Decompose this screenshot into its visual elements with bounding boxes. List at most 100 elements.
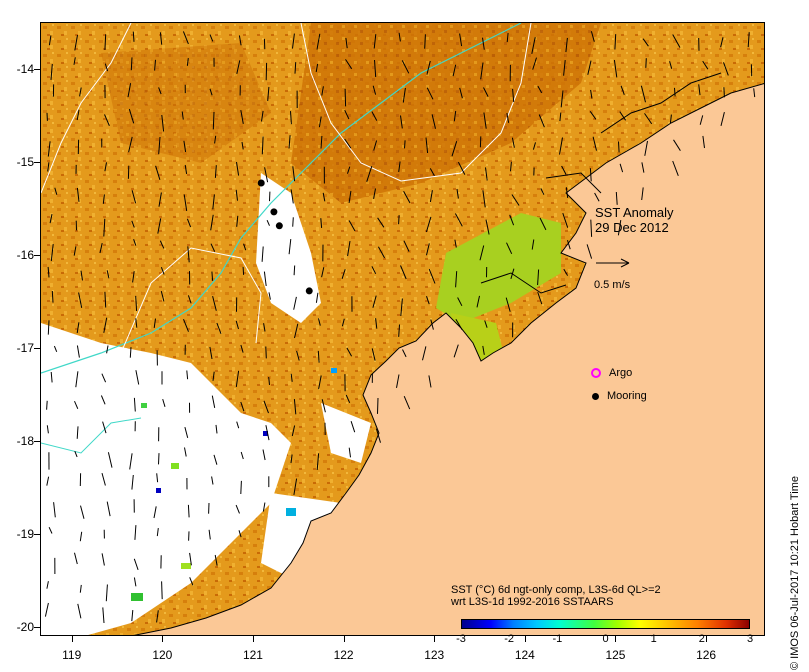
current-vector bbox=[267, 86, 270, 101]
current-vector bbox=[290, 373, 293, 382]
current-vector bbox=[158, 192, 162, 207]
current-vector bbox=[184, 447, 187, 457]
current-vector bbox=[321, 86, 324, 96]
lat-tick-mark bbox=[34, 626, 40, 628]
current-vector bbox=[506, 242, 513, 255]
colorbar-tick-label: -2 bbox=[504, 633, 515, 645]
current-vector bbox=[430, 319, 434, 330]
current-vector bbox=[101, 472, 106, 486]
current-vector bbox=[509, 214, 515, 226]
current-vector bbox=[262, 502, 266, 512]
current-vector bbox=[236, 60, 241, 75]
current-vector bbox=[619, 111, 627, 121]
current-vector bbox=[375, 318, 378, 329]
lat-tick-label: -15 bbox=[16, 154, 34, 169]
current-vector bbox=[537, 291, 543, 305]
current-vector bbox=[453, 344, 459, 358]
legend-argo: Argo bbox=[591, 367, 632, 379]
current-vector bbox=[211, 476, 214, 485]
lon-tick-label: 119 bbox=[62, 648, 82, 662]
current-vector bbox=[189, 552, 192, 566]
current-vector bbox=[104, 34, 107, 51]
current-vector bbox=[102, 607, 105, 624]
current-vector bbox=[291, 425, 296, 437]
current-vector bbox=[128, 108, 135, 124]
current-vector bbox=[75, 371, 79, 388]
current-vector bbox=[236, 161, 240, 176]
current-vector bbox=[398, 32, 401, 42]
current-vector bbox=[400, 298, 403, 317]
current-vector bbox=[401, 60, 410, 74]
current-vector bbox=[215, 424, 218, 434]
current-vector bbox=[318, 375, 322, 390]
current-vector bbox=[47, 162, 50, 172]
current-vector bbox=[184, 426, 189, 439]
current-vector bbox=[104, 114, 110, 126]
current-vector bbox=[242, 266, 245, 275]
current-vector bbox=[156, 610, 159, 623]
current-vector bbox=[674, 87, 676, 97]
current-vector bbox=[506, 112, 510, 123]
colorbar-title-line1: SST (°C) 6d ngt-only comp, L3S-6d QL>=2 bbox=[451, 584, 661, 596]
current-vector bbox=[158, 136, 161, 155]
current-vector bbox=[132, 271, 135, 283]
current-vector bbox=[350, 421, 356, 433]
current-vector bbox=[425, 137, 429, 154]
current-vector bbox=[589, 168, 592, 182]
current-vector bbox=[240, 344, 244, 353]
mooring-marker bbox=[270, 208, 278, 216]
current-vector bbox=[531, 37, 536, 54]
scale-arrow-label: 0.5 m/s bbox=[594, 279, 631, 291]
current-vector bbox=[104, 162, 107, 172]
current-vector bbox=[46, 425, 49, 434]
lon-tick-mark bbox=[524, 636, 526, 642]
current-vector bbox=[642, 38, 649, 47]
lon-tick-label: 125 bbox=[605, 648, 626, 662]
current-vector bbox=[615, 191, 618, 205]
current-vector bbox=[212, 194, 215, 210]
current-vector bbox=[613, 59, 618, 78]
current-vector bbox=[400, 265, 407, 280]
current-vector bbox=[614, 34, 617, 50]
current-vector bbox=[348, 190, 352, 203]
current-vector bbox=[485, 167, 488, 181]
current-vector bbox=[482, 190, 486, 208]
lat-tick-mark bbox=[34, 161, 40, 163]
current-vector bbox=[53, 502, 56, 518]
current-vector bbox=[720, 37, 724, 48]
lon-tick-mark bbox=[252, 636, 254, 642]
current-vector bbox=[429, 190, 433, 203]
current-vector bbox=[586, 244, 593, 259]
current-vector bbox=[699, 115, 704, 125]
current-vector bbox=[186, 58, 189, 66]
lat-tick-mark bbox=[34, 68, 40, 70]
current-vector bbox=[76, 322, 80, 334]
current-vector bbox=[240, 110, 244, 124]
current-vector bbox=[264, 167, 269, 183]
current-vector bbox=[511, 194, 520, 206]
current-vector bbox=[539, 217, 547, 231]
current-vector bbox=[296, 350, 300, 361]
current-vector bbox=[266, 220, 270, 226]
current-vector bbox=[672, 160, 679, 176]
lon-tick-mark bbox=[162, 636, 164, 642]
current-vector bbox=[212, 295, 217, 311]
current-vector bbox=[130, 57, 133, 71]
current-vector bbox=[209, 346, 213, 359]
current-vector bbox=[294, 62, 297, 74]
current-vector bbox=[640, 85, 646, 103]
lat-tick-label: -19 bbox=[16, 526, 34, 541]
lon-tick-label: 121 bbox=[242, 648, 263, 662]
current-vector bbox=[320, 218, 323, 228]
current-vector bbox=[398, 324, 400, 337]
current-vector bbox=[559, 112, 562, 122]
current-vector bbox=[321, 399, 326, 413]
lon-tick-mark bbox=[343, 636, 345, 642]
current-vector bbox=[74, 401, 79, 409]
current-vector bbox=[74, 35, 78, 51]
sst-map bbox=[41, 23, 764, 635]
current-vector bbox=[153, 318, 156, 328]
current-vector bbox=[366, 165, 373, 182]
current-vector bbox=[479, 245, 485, 261]
current-vector bbox=[290, 189, 294, 204]
